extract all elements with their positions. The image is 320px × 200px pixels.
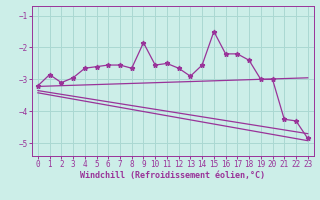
X-axis label: Windchill (Refroidissement éolien,°C): Windchill (Refroidissement éolien,°C): [80, 171, 265, 180]
